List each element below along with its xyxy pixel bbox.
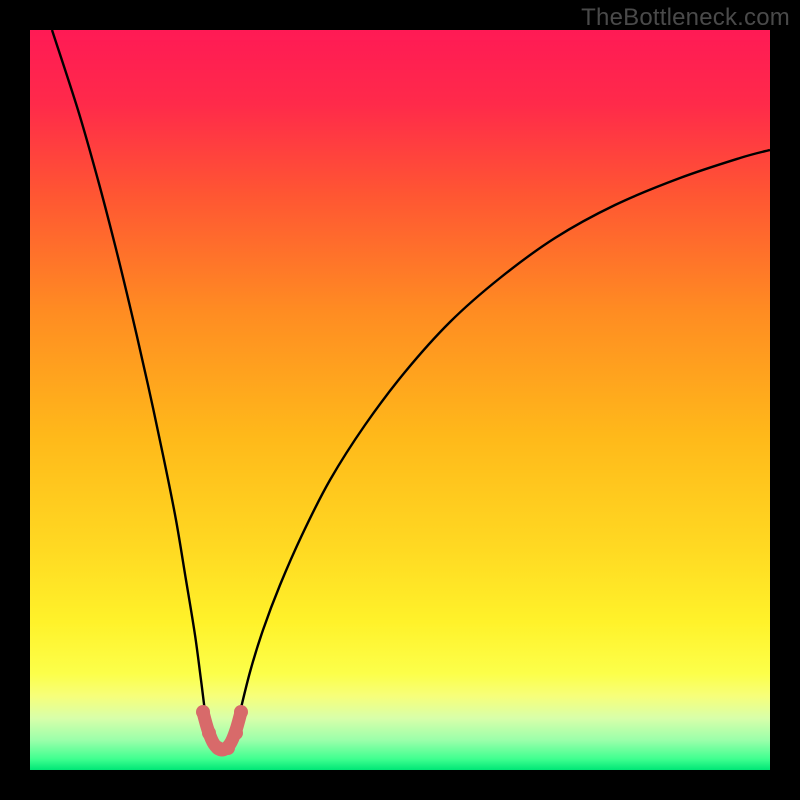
plot-background bbox=[30, 30, 770, 770]
bottleneck-chart bbox=[0, 0, 800, 800]
chart-container: TheBottleneck.com bbox=[0, 0, 800, 800]
watermark-text: TheBottleneck.com bbox=[581, 4, 790, 32]
